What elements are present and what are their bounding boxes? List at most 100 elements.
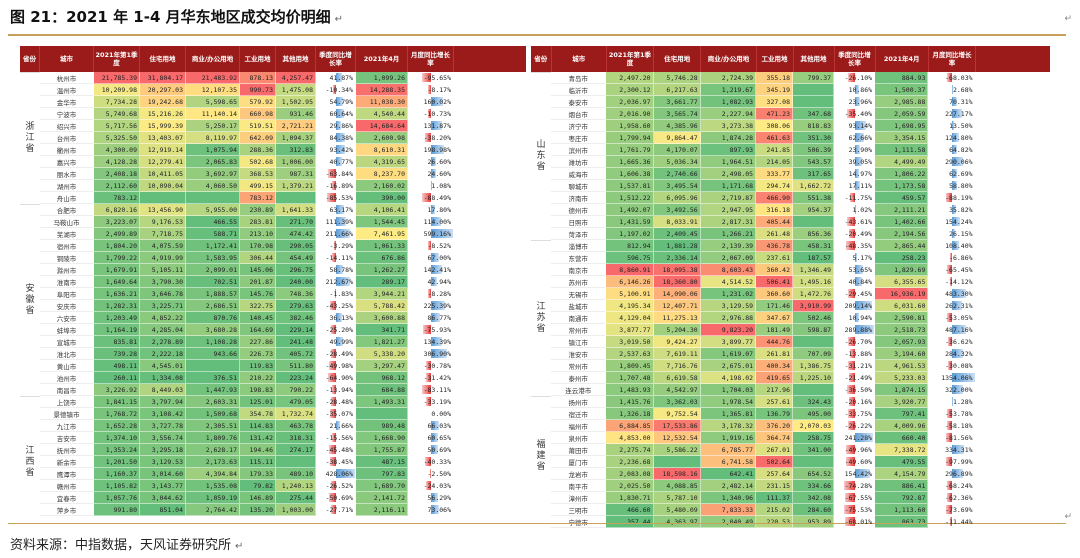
price-value: 783.12: [240, 192, 276, 204]
growth-rate-value: 262.31%: [945, 301, 973, 310]
price-value: 463.78: [276, 420, 316, 432]
column-header-2: 城市: [552, 46, 607, 72]
price-value: 2,498.05: [700, 168, 757, 180]
growth-rate-value: 227.17%: [945, 109, 973, 118]
price-value: 1,340.96: [700, 492, 757, 504]
price-value: 145.76: [240, 288, 276, 300]
growth-rate-cell: -85.53%: [316, 192, 356, 204]
table-row: 黄山市 498.11 4,545.01 119.83 511.80 -49.98% 3,29…: [40, 360, 526, 372]
positive-growth-bar: [951, 121, 955, 130]
price-value: 2,112.60: [94, 180, 140, 192]
price-value: 4,060.50: [186, 180, 240, 192]
price-value: 458.31: [793, 240, 835, 252]
city-name: 泰州市: [551, 372, 607, 384]
growth-rate-cell: -3.29%: [316, 240, 356, 252]
growth-rate-cell: 322.00%: [928, 384, 976, 396]
price-value: 2,227.94: [700, 108, 757, 120]
table-row: 九江市 1,652.28 3,727.78 2,305.51 114.83 463.78 2…: [40, 420, 526, 432]
price-value: 210.22: [240, 372, 276, 384]
price-value: 3,790.30: [140, 276, 186, 288]
city-name: 马鞍山市: [40, 216, 94, 228]
positive-growth-bar: [336, 277, 351, 286]
price-value: 4,514.52: [700, 276, 757, 288]
price-value: 1,652.28: [94, 420, 140, 432]
negative-growth-bar: [327, 193, 336, 202]
negative-growth-bar: [848, 289, 855, 298]
city-name: 抚州市: [40, 444, 94, 456]
growth-rate-cell: 111.39%: [316, 216, 356, 228]
growth-rate-value: 66.03%: [427, 421, 451, 430]
price-value: 519.51: [240, 120, 276, 132]
growth-rate-cell: -83.11%: [408, 384, 454, 396]
growth-rate-cell: 26.60%: [408, 156, 454, 168]
growth-rate-cell: -2.50%: [408, 468, 454, 480]
price-value: 354.78: [240, 408, 276, 420]
column-header-6: 工业用地: [757, 46, 794, 72]
price-value: 223.24: [276, 372, 316, 384]
price-value: 3,226.92: [94, 384, 140, 396]
city-name: 连云港市: [551, 384, 607, 396]
growth-rate-cell: -49.60%: [834, 456, 876, 468]
table-row: 丽水市 2,408.18 10,411.05 3,692.97 368.53 987.31…: [40, 168, 526, 180]
price-value: 11,275.13: [653, 312, 701, 324]
growth-rate-value: -13.88%: [844, 349, 873, 358]
positive-growth-bar: [951, 445, 964, 454]
city-name: 宁波市: [40, 108, 94, 120]
price-value: 9,823.20: [700, 324, 757, 336]
price-value: 4,128.28: [94, 156, 140, 168]
price-value: 347.68: [793, 108, 835, 120]
left-table-body: 浙 江 省安 徽 省江 西 省 杭州市 21,785.39 31,804.17 21,4…: [20, 72, 526, 528]
price-value: 341.71: [356, 324, 408, 336]
positive-growth-bar: [951, 385, 964, 394]
negative-growth-bar: [847, 409, 855, 418]
price-value: 3,362.03: [653, 396, 701, 408]
growth-rate-value: 306.90%: [423, 349, 451, 358]
province-label: 安 徽 省: [20, 204, 40, 396]
price-value: 1,365.81: [700, 408, 757, 420]
price-value: 6,355.65: [875, 276, 929, 288]
growth-rate-value: -58.18%: [945, 421, 973, 430]
growth-rate-cell: 241.28%: [834, 432, 876, 444]
price-value: 1,059.19: [186, 492, 240, 504]
growth-rate-cell: 35.82%: [928, 204, 976, 216]
price-value: 466.60: [606, 504, 654, 516]
price-value: 479.55: [875, 456, 929, 468]
growth-rate-cell: -97.99%: [928, 456, 976, 468]
price-value: 260.11: [94, 372, 140, 384]
growth-rate-cell: -20.49%: [834, 228, 876, 240]
table-row: 滨州市 1,761.79 4,170.07 897.93 241.85 506.39 23.…: [551, 144, 1050, 156]
price-value: 11,140.14: [186, 108, 240, 120]
table-row: 泰州市 1,707.48 6,619.58 4,198.02 419.65 1,225.1…: [551, 372, 1050, 384]
price-value: 1,219.67: [700, 84, 757, 96]
price-value: 863.73: [875, 516, 929, 528]
growth-rate-value: 483.30%: [945, 289, 973, 298]
price-value: 1,830.71: [606, 492, 654, 504]
price-value: 543.57: [793, 156, 835, 168]
growth-rate-cell: -14.11%: [316, 252, 356, 264]
price-value: 9,176.53: [140, 216, 186, 228]
growth-rate-cell: -53.05%: [928, 312, 976, 324]
price-value: 21,785.39: [94, 72, 140, 84]
growth-rate-cell: -63.84%: [316, 168, 356, 180]
price-value: 146.89: [240, 492, 276, 504]
price-value: 495.00: [793, 408, 835, 420]
table-row: 金华市 7,734.28 19,242.68 5,598.65 579.92 1,502.…: [40, 96, 526, 108]
positive-growth-bar: [336, 73, 343, 82]
price-value: 114.83: [240, 420, 276, 432]
growth-rate-cell: 39.05%: [834, 156, 876, 168]
table-row: 宿州市 1,804.20 4,075.59 1,172.41 170.98 290.05 -…: [40, 240, 526, 252]
table-row: 宿迁市 1,326.18 9,752.54 1,365.81 136.79 495.00-…: [551, 408, 1050, 420]
city-name: 南通市: [551, 312, 607, 324]
growth-rate-cell: -8.17%: [408, 84, 454, 96]
positive-growth-bar: [431, 277, 438, 286]
city-name: 常州市: [551, 324, 607, 336]
growth-rate-value: 54.79%: [329, 97, 353, 106]
growth-rate-value: 86.77%: [427, 313, 451, 322]
table-row: 连云港市 1,483.93 4,542.97 1,704.03 217.96 -36.50…: [551, 384, 1050, 396]
table-row: 莆田市 2,275.74 5,586.22 6,785.77 267.01 341.00-…: [551, 444, 1050, 456]
city-name: 阜阳市: [40, 288, 94, 300]
city-name: 淮安市: [551, 348, 607, 360]
table-row: 苏州市 6,146.26 18,360.80 4,514.52 506.41 1,495.…: [551, 276, 1050, 288]
top-rule: [8, 34, 1066, 36]
growth-rate-cell: -26.22%: [834, 420, 876, 432]
